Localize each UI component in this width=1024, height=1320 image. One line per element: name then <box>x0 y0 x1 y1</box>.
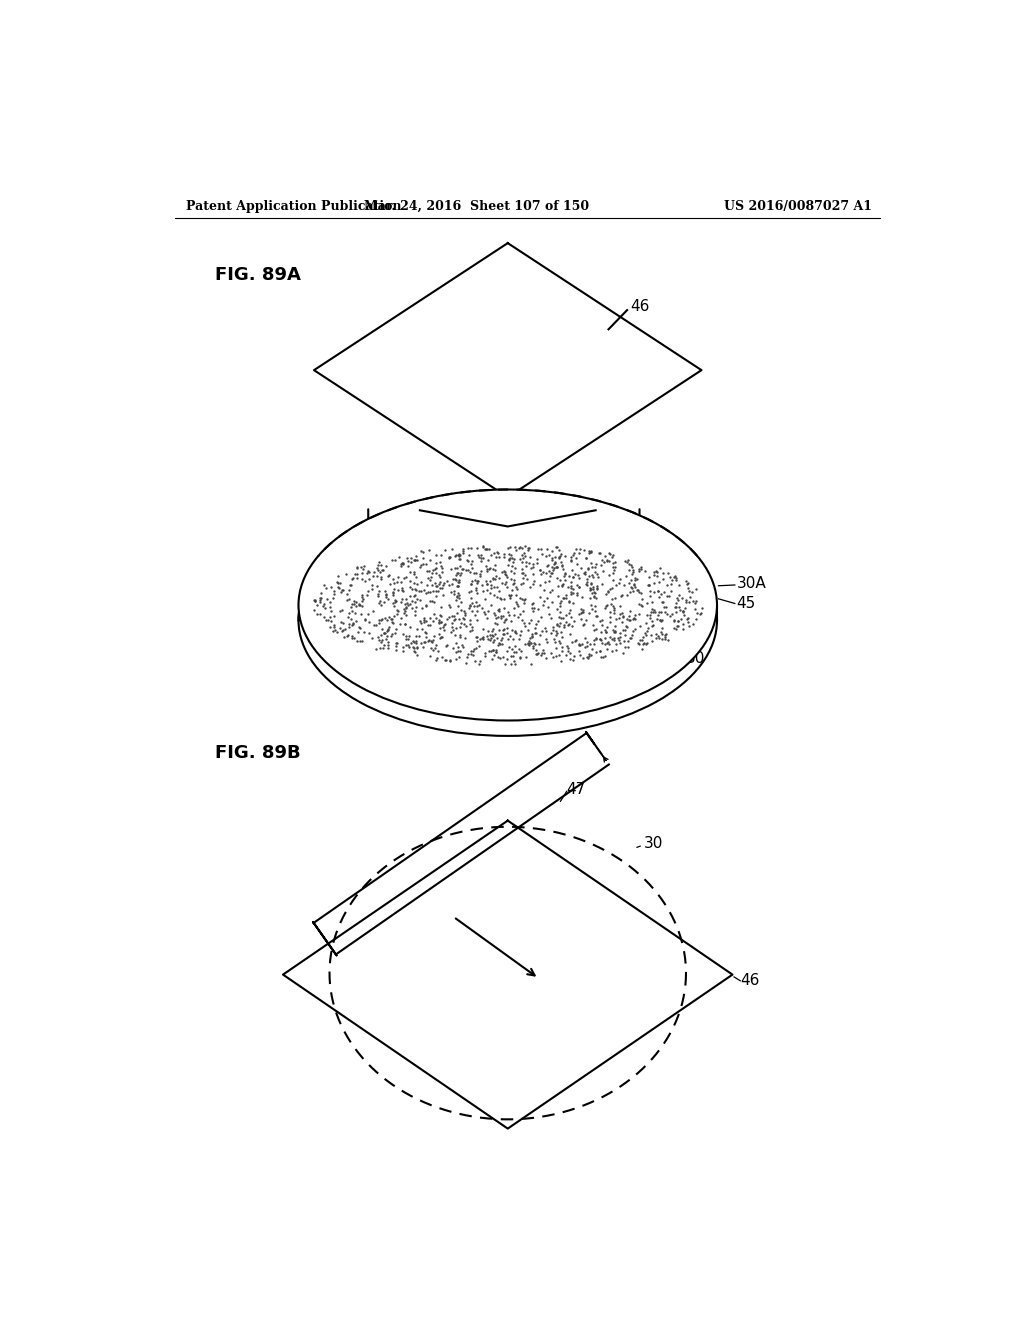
Text: Mar. 24, 2016  Sheet 107 of 150: Mar. 24, 2016 Sheet 107 of 150 <box>365 199 590 213</box>
Text: US 2016/0087027 A1: US 2016/0087027 A1 <box>724 199 872 213</box>
Text: 45: 45 <box>736 595 756 611</box>
Text: 30: 30 <box>644 836 664 851</box>
Text: FIG. 89B: FIG. 89B <box>215 743 300 762</box>
Text: Patent Application Publication: Patent Application Publication <box>186 199 401 213</box>
Ellipse shape <box>299 490 717 721</box>
Text: 30A: 30A <box>736 576 766 591</box>
Text: 47: 47 <box>566 783 585 797</box>
Text: 46: 46 <box>740 973 760 989</box>
Text: FIG. 89A: FIG. 89A <box>215 267 301 284</box>
Text: 30: 30 <box>686 651 706 667</box>
Text: 46: 46 <box>630 298 649 314</box>
